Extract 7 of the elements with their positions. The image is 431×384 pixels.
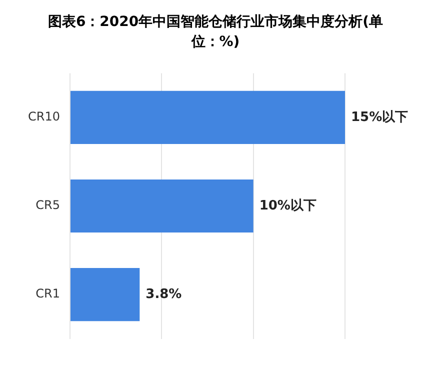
- y-tick-label: CR5: [36, 198, 60, 212]
- chart-title: 图表6：2020年中国智能仓储行业市场集中度分析(单位：%): [46, 12, 384, 52]
- data-label: 3.8%: [146, 286, 182, 302]
- data-label: 10%以下: [259, 198, 316, 214]
- y-tick-label: CR10: [28, 110, 60, 124]
- data-label: 15%以下: [351, 110, 408, 125]
- y-tick-label: CR1: [36, 286, 60, 301]
